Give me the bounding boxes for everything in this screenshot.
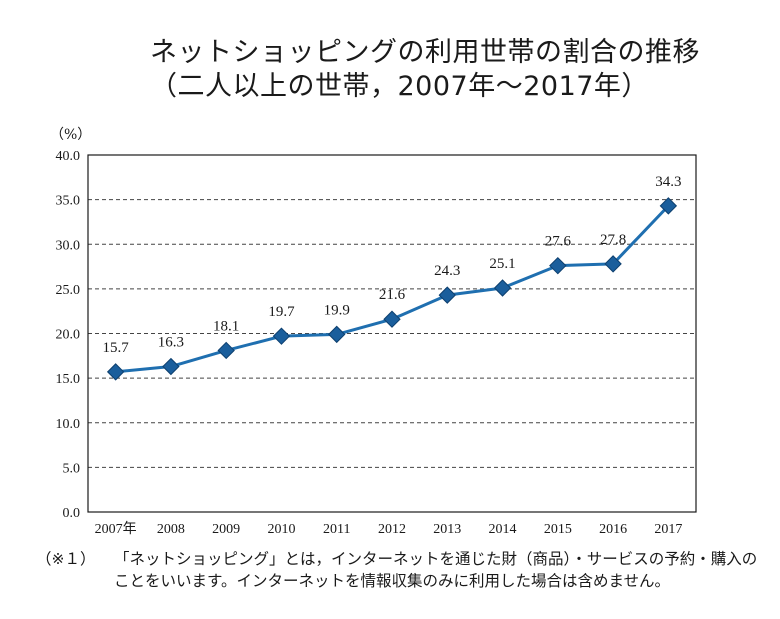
data-label: 27.6	[545, 234, 572, 250]
data-point-marker	[493, 279, 512, 297]
data-point-marker	[659, 197, 678, 215]
x-tick-label: 2007年	[95, 521, 137, 537]
x-tick-label: 2012	[378, 522, 406, 537]
data-label: 15.7	[103, 340, 130, 356]
x-tick-label: 2015	[544, 522, 572, 537]
y-tick-labels: 0.0 5.0 10.0 15.0 20.0 25.0 30.0 35.0 40.0	[56, 149, 81, 521]
data-label: 27.8	[600, 232, 626, 248]
series-markers	[106, 197, 678, 381]
y-tick-label: 35.0	[56, 194, 81, 209]
y-tick-label: 10.0	[56, 417, 81, 432]
data-point-marker	[328, 325, 346, 344]
data-point-marker	[549, 256, 567, 275]
data-point-marker	[106, 363, 125, 381]
x-tick-label: 2013	[433, 522, 461, 537]
line-chart: 0.0 5.0 10.0 15.0 20.0 25.0 30.0 35.0 40.0 2007年…	[56, 149, 697, 537]
data-point-marker	[383, 310, 401, 328]
x-tick-label: 2014	[489, 522, 517, 537]
chart-title-line2: （二人以上の世帯，2007年～2017年）	[150, 71, 649, 102]
chart-title-line1: ネットショッピングの利用世帯の割合の推移	[150, 37, 700, 68]
data-label: 18.1	[213, 318, 239, 334]
data-point-marker	[272, 327, 291, 345]
y-tick-label: 0.0	[63, 506, 81, 521]
y-tick-label: 30.0	[56, 238, 81, 253]
data-point-marker	[604, 255, 622, 273]
y-tick-label: 40.0	[56, 149, 81, 164]
data-point-marker	[438, 286, 456, 304]
x-tick-label: 2010	[267, 522, 295, 537]
data-point-marker	[162, 357, 180, 376]
x-tick-label: 2016	[599, 522, 627, 537]
data-label: 19.9	[324, 302, 350, 318]
footnote-mark: （※１）	[36, 550, 96, 568]
data-label: 16.3	[158, 335, 184, 351]
x-tick-label: 2008	[157, 522, 185, 537]
y-tick-label: 5.0	[63, 461, 81, 476]
grid-lines	[88, 199, 696, 468]
data-point-marker	[217, 341, 235, 360]
x-tick-labels: 2007年 2008 2009 2010 2011 2012 2013 2014 2015 201…	[95, 521, 683, 537]
axes	[87, 154, 697, 513]
x-tick-label: 2011	[323, 522, 350, 537]
y-axis-unit-label: （%）	[50, 127, 92, 143]
footnote-text: 「ネットショッピング」とは，インターネットを通じた財（商品）・サービスの予約・購…	[114, 550, 758, 590]
y-tick-label: 25.0	[56, 283, 81, 298]
y-tick-label: 20.0	[56, 328, 81, 343]
data-labels: 15.7 16.3 18.1 19.7 19.9 21.6 24.3 25.1 27.6 27.8…	[103, 174, 682, 356]
y-tick-label: 15.0	[56, 372, 81, 387]
data-label: 25.1	[489, 256, 515, 272]
plot-frame	[87, 154, 697, 513]
chart-title: ネットショッピングの利用世帯の割合の推移 （二人以上の世帯，2007年～2017…	[150, 36, 750, 104]
x-tick-label: 2009	[212, 522, 240, 537]
data-label: 19.7	[268, 304, 295, 320]
data-label: 21.6	[379, 287, 406, 303]
x-tick-label: 2017	[654, 522, 682, 537]
data-label: 34.3	[655, 174, 681, 190]
data-label: 24.3	[434, 263, 460, 279]
